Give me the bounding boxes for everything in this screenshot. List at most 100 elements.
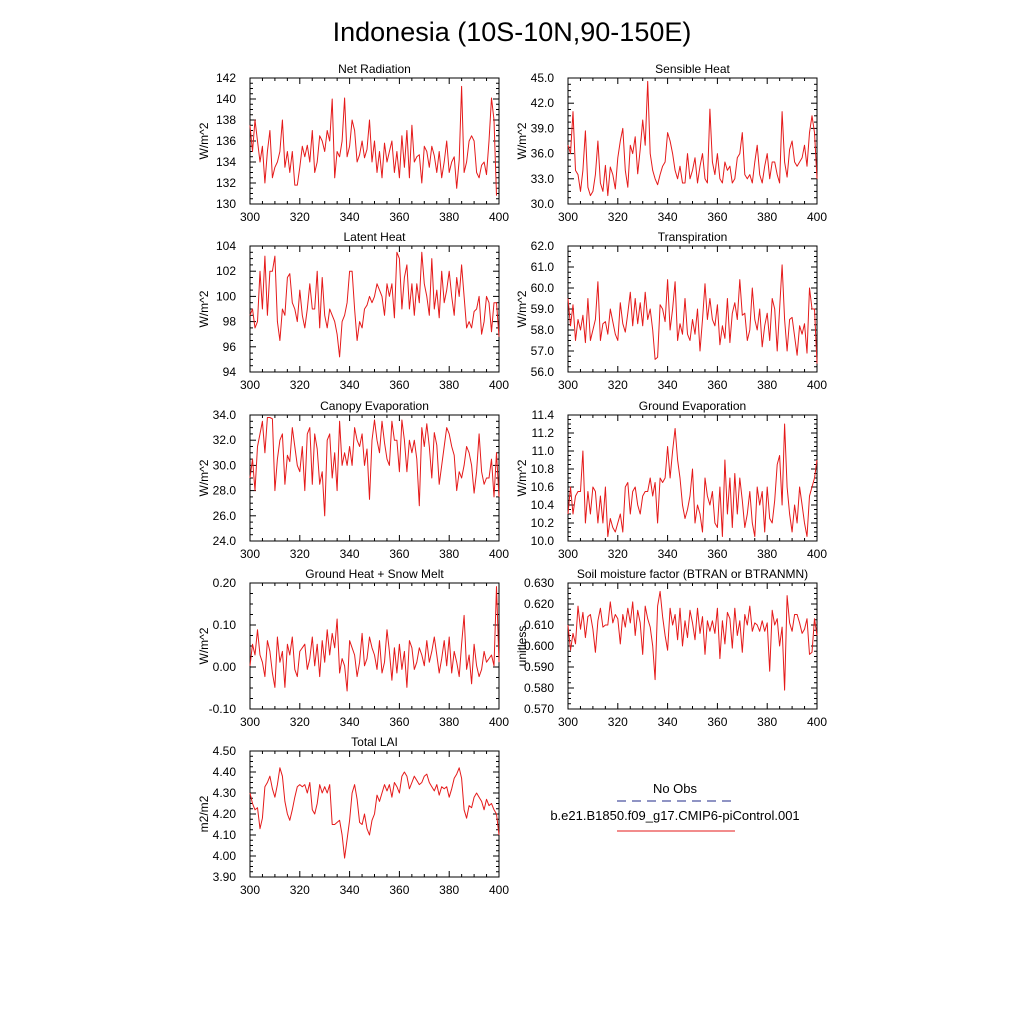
series-line-latent-heat (249, 251, 500, 358)
x-tick-label: 320 (290, 210, 310, 224)
x-tick-label: 320 (608, 547, 628, 561)
panel-ground-evaporation: Ground Evaporation W/m^2 10.0 10.2 10.4 10.6 1… (515, 399, 827, 561)
series-line-sensible-heat (567, 80, 818, 197)
x-tick-label: 300 (240, 378, 260, 392)
figure-title: Indonesia (10S-10N,90-150E) (333, 17, 692, 47)
y-tick-label: 30.0 (213, 458, 237, 472)
y-tick-label: 4.50 (213, 744, 237, 758)
x-tick-label: 380 (757, 378, 777, 392)
x-tick-label: 380 (757, 715, 777, 729)
x-tick-label: 320 (290, 378, 310, 392)
y-tick-label: 59.0 (531, 302, 555, 316)
panel-title: Total LAI (351, 735, 398, 749)
y-tick-label: 57.0 (531, 344, 555, 358)
y-tick-label: 4.40 (213, 765, 237, 779)
y-tick-label: 134 (216, 155, 236, 169)
y-axis-label: W/m^2 (197, 627, 211, 664)
y-tick-label: 10.2 (531, 516, 555, 530)
x-tick-label: 360 (389, 715, 409, 729)
y-tick-label: 0.00 (213, 660, 237, 674)
y-tick-label: 130 (216, 197, 236, 211)
y-tick-label: 0.610 (524, 618, 554, 632)
y-tick-label: 42.0 (531, 96, 555, 110)
panel-title: Canopy Evaporation (320, 399, 429, 413)
x-tick-label: 360 (389, 547, 409, 561)
y-tick-label: 0.570 (524, 702, 554, 716)
x-tick-label: 400 (489, 883, 509, 897)
y-tick-label: 10.6 (531, 480, 555, 494)
y-tick-label: 96 (223, 340, 237, 354)
panel-canopy-evaporation: Canopy Evaporation W/m^2 24.0 26.0 28.0 30.0 3… (197, 399, 509, 561)
y-axis-label: W/m^2 (197, 459, 211, 496)
y-axis-label: W/m^2 (515, 290, 529, 327)
y-tick-label: 0.630 (524, 576, 554, 590)
panel-title: Latent Heat (343, 230, 406, 244)
legend: No Obs b.e21.B1850.f09_g17.CMIP6-piContr… (550, 781, 800, 832)
x-tick-label: 340 (340, 378, 360, 392)
x-tick-label: 320 (608, 378, 628, 392)
y-tick-label: 0.620 (524, 597, 554, 611)
y-tick-label: 26.0 (213, 509, 237, 523)
x-tick-label: 380 (439, 715, 459, 729)
y-tick-label: 132 (216, 176, 236, 190)
x-tick-label: 360 (707, 715, 727, 729)
panel-latent-heat: Latent Heat W/m^2 94 96 98 100 102 104 300 320 340… (197, 230, 509, 392)
x-tick-label: 380 (757, 210, 777, 224)
y-tick-label: 58.0 (531, 323, 555, 337)
y-tick-label: 34.0 (213, 408, 237, 422)
x-tick-label: 380 (439, 378, 459, 392)
y-tick-label: 136 (216, 134, 236, 148)
y-tick-label: 10.0 (531, 534, 555, 548)
series-line-total-lai (249, 767, 500, 859)
x-tick-label: 320 (290, 883, 310, 897)
y-tick-label: 98 (223, 315, 237, 329)
y-tick-label: 102 (216, 264, 236, 278)
x-tick-label: 340 (658, 547, 678, 561)
panel-sensible-heat: Sensible Heat W/m^2 30.0 33.0 36.0 39.0 42.0 45… (515, 62, 827, 224)
panel-soil-moisture-factor-btran-or-btranmn: Soil moisture factor (BTRAN or BTRANMN) u… (515, 567, 827, 729)
series-line-transpiration (567, 264, 818, 364)
panel-title: Transpiration (658, 230, 728, 244)
x-tick-label: 320 (290, 715, 310, 729)
y-tick-label: -0.10 (209, 702, 237, 716)
x-tick-label: 300 (558, 715, 578, 729)
x-tick-label: 380 (439, 210, 459, 224)
y-tick-label: 56.0 (531, 365, 555, 379)
y-axis-label: unitless (515, 626, 529, 667)
x-tick-label: 360 (707, 547, 727, 561)
x-tick-label: 340 (340, 210, 360, 224)
x-tick-label: 300 (240, 210, 260, 224)
y-tick-label: 36.0 (531, 147, 555, 161)
y-tick-label: 100 (216, 289, 236, 303)
x-tick-label: 380 (439, 547, 459, 561)
x-tick-label: 380 (439, 883, 459, 897)
x-tick-label: 400 (807, 378, 827, 392)
panel-title: Sensible Heat (655, 62, 730, 76)
x-tick-label: 400 (807, 547, 827, 561)
y-tick-label: 142 (216, 71, 236, 85)
x-tick-label: 340 (658, 715, 678, 729)
y-tick-label: 94 (223, 365, 237, 379)
legend-model-label: b.e21.B1850.f09_g17.CMIP6-piControl.001 (550, 808, 799, 823)
x-tick-label: 360 (707, 378, 727, 392)
x-tick-label: 300 (558, 547, 578, 561)
x-tick-label: 360 (389, 210, 409, 224)
y-tick-label: 0.600 (524, 639, 554, 653)
y-axis-label: W/m^2 (197, 290, 211, 327)
y-tick-label: 3.90 (213, 870, 237, 884)
series-line-soil-moisture-factor-btran-or-btranmn (567, 590, 818, 691)
y-tick-label: 32.0 (213, 433, 237, 447)
panel-grid: Net Radiation W/m^2 130 132 134 136 138 140 142 3… (197, 62, 827, 897)
y-tick-label: 104 (216, 239, 236, 253)
y-tick-label: 39.0 (531, 121, 555, 135)
y-axis-label: W/m^2 (515, 459, 529, 496)
y-tick-label: 4.30 (213, 786, 237, 800)
y-tick-label: 62.0 (531, 239, 555, 253)
x-tick-label: 400 (489, 210, 509, 224)
x-tick-label: 360 (389, 883, 409, 897)
y-tick-label: 10.8 (531, 462, 555, 476)
x-tick-label: 340 (340, 547, 360, 561)
panel-title: Ground Evaporation (639, 399, 746, 413)
x-tick-label: 340 (340, 883, 360, 897)
